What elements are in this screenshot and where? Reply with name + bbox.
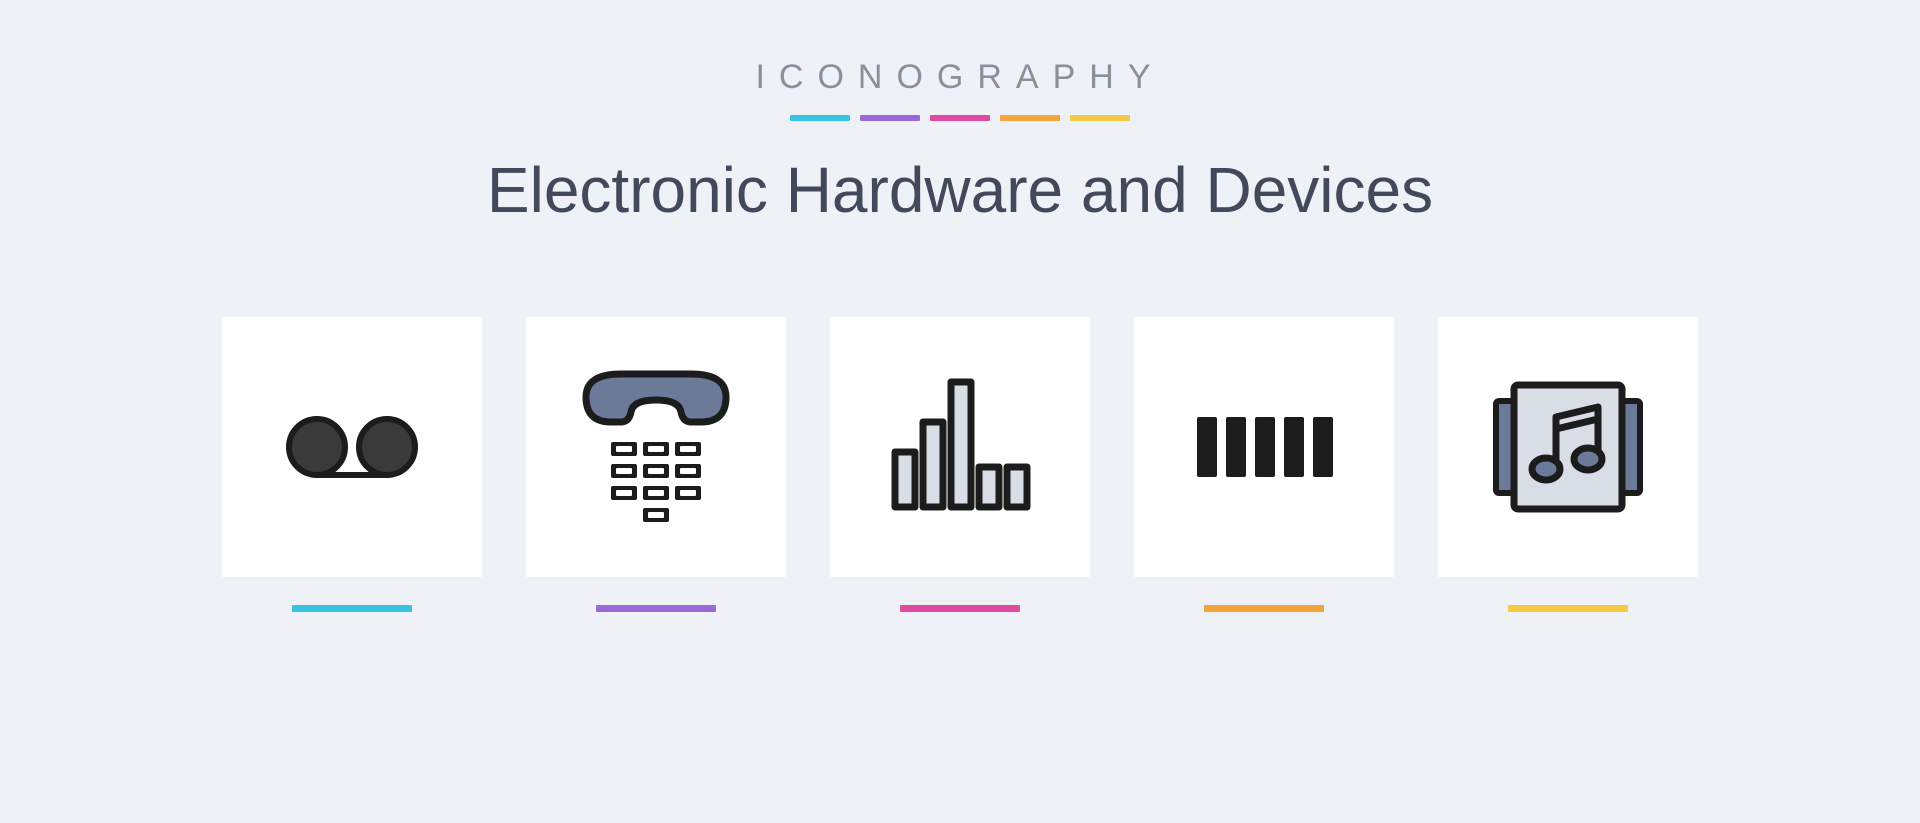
card-accent xyxy=(1204,605,1324,612)
icon-card-music-album xyxy=(1438,317,1698,612)
header-accent-4 xyxy=(1000,115,1060,121)
page-title: Electronic Hardware and Devices xyxy=(487,153,1433,227)
header-accent-row xyxy=(487,115,1433,121)
icon-card-signal xyxy=(830,317,1090,612)
header-accent-3 xyxy=(930,115,990,121)
icon-card-telephone xyxy=(526,317,786,612)
header-accent-5 xyxy=(1070,115,1130,121)
header-accent-2 xyxy=(860,115,920,121)
music-album-icon xyxy=(1478,357,1658,537)
card-accent xyxy=(900,605,1020,612)
card-box xyxy=(526,317,786,577)
card-accent xyxy=(596,605,716,612)
card-accent xyxy=(1508,605,1628,612)
icon-card-barcode xyxy=(1134,317,1394,612)
telephone-icon xyxy=(561,352,751,542)
header-accent-1 xyxy=(790,115,850,121)
card-box xyxy=(222,317,482,577)
card-box xyxy=(830,317,1090,577)
barcode-icon xyxy=(1179,362,1349,532)
icon-row xyxy=(222,317,1698,612)
card-accent xyxy=(292,605,412,612)
header: ICONOGRAPHY Electronic Hardware and Devi… xyxy=(487,58,1433,227)
page: ICONOGRAPHY Electronic Hardware and Devi… xyxy=(0,0,1920,823)
card-box xyxy=(1438,317,1698,577)
header-label: ICONOGRAPHY xyxy=(487,58,1433,97)
icon-card-voicemail xyxy=(222,317,482,612)
voicemail-icon xyxy=(267,362,437,532)
signal-bars-icon xyxy=(875,362,1045,532)
card-box xyxy=(1134,317,1394,577)
